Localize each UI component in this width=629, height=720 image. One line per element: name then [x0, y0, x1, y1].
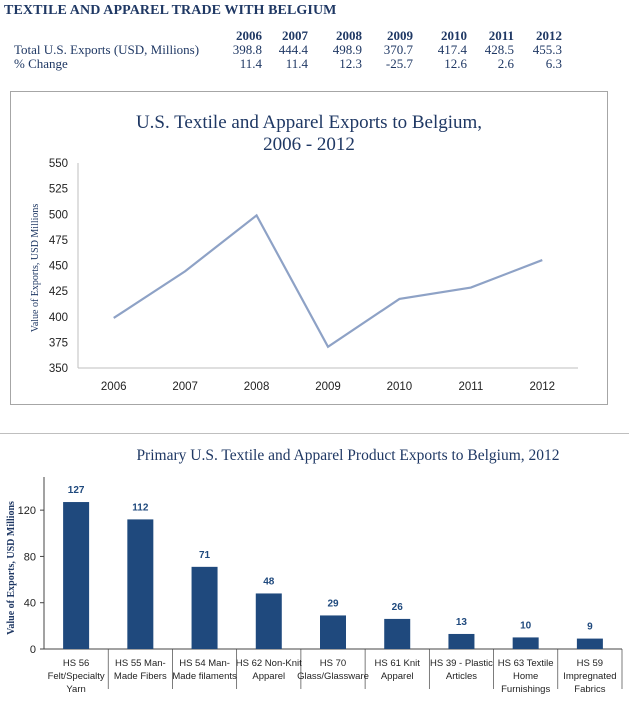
x-tick-label: Home — [513, 671, 538, 682]
y-tick-label: 80 — [24, 551, 36, 563]
x-tick-label: 2008 — [244, 381, 270, 393]
x-tick-label: 2006 — [101, 381, 127, 393]
y-tick-label: 400 — [49, 312, 68, 324]
y-tick-label: 350 — [49, 363, 68, 375]
bar — [384, 619, 410, 649]
x-tick-label: Felt/Specialty — [48, 671, 105, 682]
x-tick-label: HS 62 Non-Knit — [236, 658, 302, 669]
bar — [320, 615, 346, 649]
line-chart-title-line1: U.S. Textile and Apparel Exports to Belg… — [136, 112, 482, 133]
x-tick-label: Fabrics — [574, 684, 605, 695]
bar — [63, 502, 89, 649]
bar-value-label: 9 — [587, 622, 593, 633]
x-tick-label: HS 70 — [320, 658, 346, 669]
bar — [192, 567, 218, 649]
x-tick-label: Made filaments — [172, 671, 237, 682]
y-tick-label: 550 — [49, 158, 68, 170]
x-tick-label: HS 56 — [63, 658, 89, 669]
bar-value-label: 127 — [68, 485, 85, 496]
x-tick-label: Apparel — [252, 671, 285, 682]
y-tick-label: 120 — [18, 505, 36, 517]
x-tick-label: HS 61 Knit — [375, 658, 421, 669]
x-tick-label: Furnishings — [501, 684, 550, 695]
bar — [577, 639, 603, 649]
x-tick-label: Articles — [446, 671, 477, 682]
x-tick-label: 2010 — [387, 381, 413, 393]
x-tick-label: 2009 — [315, 381, 341, 393]
line-chart: U.S. Textile and Apparel Exports to Belg… — [0, 0, 629, 430]
x-tick-label: 2011 — [458, 381, 483, 393]
x-tick-label: Yarn — [66, 684, 85, 695]
series-line — [114, 215, 543, 346]
y-tick-label: 525 — [49, 184, 68, 196]
bar-value-label: 10 — [520, 620, 532, 631]
x-tick-label: HS 59 — [577, 658, 603, 669]
bar-value-label: 48 — [263, 576, 275, 587]
bar-chart: Primary U.S. Textile and Apparel Product… — [0, 430, 629, 720]
y-tick-label: 0 — [30, 644, 36, 656]
bar — [448, 634, 474, 649]
x-tick-label: HS 55 Man- — [115, 658, 166, 669]
bar-value-label: 112 — [132, 502, 149, 513]
y-tick-label: 500 — [49, 209, 68, 221]
x-tick-label: Made Fibers — [114, 671, 167, 682]
bar-value-label: 71 — [199, 550, 211, 561]
bar — [127, 519, 153, 649]
line-chart-title-line2: 2006 - 2012 — [263, 134, 355, 155]
x-tick-label: HS 39 - Plastic — [430, 658, 493, 669]
x-tick-label: Apparel — [381, 671, 414, 682]
y-tick-label: 450 — [49, 261, 68, 273]
y-tick-label: 475 — [49, 235, 68, 247]
bar-chart-y-axis-label: Value of Exports, USD Millions — [6, 501, 17, 635]
x-tick-label: HS 54 Man- — [179, 658, 230, 669]
x-tick-label: Impregnated — [563, 671, 616, 682]
x-tick-label: 2007 — [172, 381, 198, 393]
x-tick-label: Glass/Glassware — [297, 671, 369, 682]
x-tick-label: HS 63 Textile — [498, 658, 554, 669]
bar-value-label: 29 — [327, 598, 339, 609]
y-tick-label: 40 — [24, 598, 36, 610]
bar-value-label: 26 — [392, 602, 404, 613]
y-tick-label: 375 — [49, 337, 68, 349]
bar — [513, 637, 539, 649]
x-tick-label: 2012 — [529, 381, 555, 393]
bar-chart-title: Primary U.S. Textile and Apparel Product… — [136, 447, 559, 464]
bar-value-label: 13 — [456, 617, 468, 628]
bar — [256, 593, 282, 649]
line-chart-y-axis-label: Value of Exports, USD Millions — [30, 204, 41, 333]
y-tick-label: 425 — [49, 286, 68, 298]
